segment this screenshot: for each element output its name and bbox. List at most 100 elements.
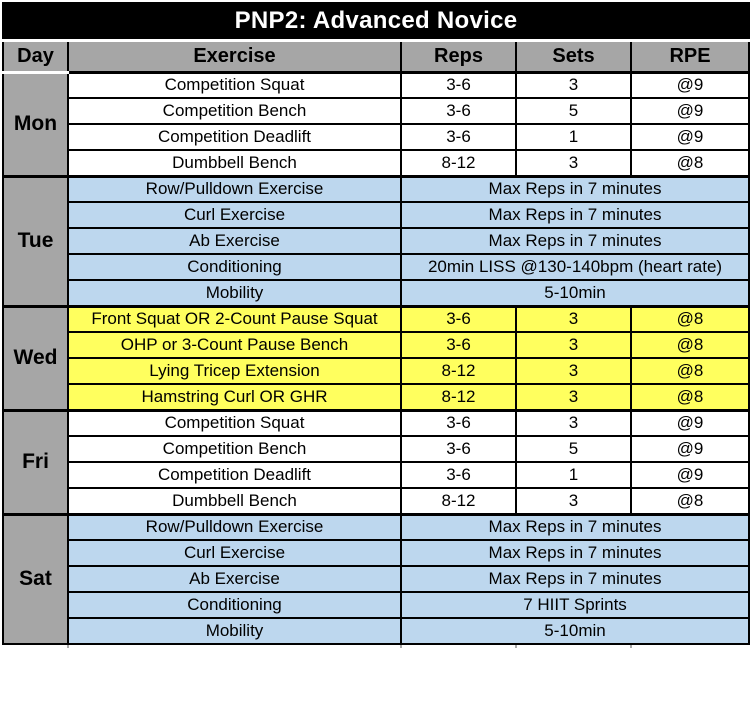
reps-cell: 3-6 xyxy=(400,70,517,99)
rpe-cell: @8 xyxy=(629,357,750,385)
sets-cell: 3 xyxy=(515,408,632,437)
sets-cell: 3 xyxy=(515,70,632,99)
reps-cell: 8-12 xyxy=(400,149,517,177)
exercise-cell: Lying Tricep Extension xyxy=(67,357,402,385)
sets-cell: 3 xyxy=(515,331,632,359)
table-row: Mobility 5-10min xyxy=(3,279,750,307)
reps-cell: 8-12 xyxy=(400,357,517,385)
table-row: Dumbbell Bench 8-12 3 @8 xyxy=(3,487,750,515)
merged-value-cell: Max Reps in 7 minutes xyxy=(399,539,750,567)
reps-cell: 3-6 xyxy=(400,304,517,333)
sets-cell: 1 xyxy=(515,461,632,489)
table-row: Competition Deadlift 3-6 1 @9 xyxy=(3,123,750,151)
table-row: Lying Tricep Extension 8-12 3 @8 xyxy=(3,357,750,385)
day-cell: Sat xyxy=(2,512,69,645)
table-row: Dumbbell Bench 8-12 3 @8 xyxy=(3,149,750,177)
rpe-cell: @9 xyxy=(629,408,750,437)
table-row: Tue Row/Pulldown Exercise Max Reps in 7 … xyxy=(2,174,750,307)
page-title: PNP2: Advanced Novice xyxy=(1,2,750,42)
exercise-cell: Mobility xyxy=(67,617,402,645)
gridline-ticks xyxy=(4,645,750,649)
table-row: Sat Row/Pulldown Exercise Max Reps in 7 … xyxy=(2,512,750,645)
gridline-tick xyxy=(515,645,517,648)
exercise-cell: Front Squat OR 2-Count Pause Squat xyxy=(67,304,402,333)
sets-cell: 5 xyxy=(515,435,632,463)
exercise-cell: Ab Exercise xyxy=(67,565,402,593)
exercise-cell: Conditioning xyxy=(67,253,402,281)
reps-cell: 3-6 xyxy=(400,435,517,463)
exercise-cell: Row/Pulldown Exercise xyxy=(67,512,402,541)
reps-cell: 3-6 xyxy=(400,123,517,151)
sets-cell: 3 xyxy=(515,149,632,177)
section-wed: Wed Front Squat OR 2-Count Pause Squat 3… xyxy=(2,304,750,411)
day-cell: Fri xyxy=(2,408,69,515)
table-row: Mobility 5-10min xyxy=(3,617,750,645)
section-mon: Mon Competition Squat 3-6 3 @9 Competiti… xyxy=(2,70,750,177)
rpe-cell: @9 xyxy=(629,435,750,463)
reps-cell: 3-6 xyxy=(400,97,517,125)
program-table: PNP2: Advanced Novice Day Exercise Reps … xyxy=(1,2,750,645)
sets-cell: 3 xyxy=(515,383,632,411)
reps-cell: 3-6 xyxy=(400,461,517,489)
col-header-exercise: Exercise xyxy=(67,39,402,73)
column-header-row: Day Exercise Reps Sets RPE xyxy=(2,39,750,74)
merged-value-cell: Max Reps in 7 minutes xyxy=(399,227,750,255)
sets-cell: 5 xyxy=(515,97,632,125)
reps-cell: 3-6 xyxy=(400,331,517,359)
rpe-cell: @8 xyxy=(629,304,750,333)
col-header-rpe: RPE xyxy=(629,39,750,73)
rpe-cell: @9 xyxy=(629,461,750,489)
table-row: Ab Exercise Max Reps in 7 minutes xyxy=(3,227,750,255)
sets-cell: 3 xyxy=(515,304,632,333)
exercise-cell: Ab Exercise xyxy=(67,227,402,255)
gridline-tick xyxy=(630,645,632,648)
table-row: Competition Bench 3-6 5 @9 xyxy=(3,97,750,125)
sets-cell: 3 xyxy=(515,487,632,515)
col-header-day: Day xyxy=(2,39,69,74)
exercise-cell: Competition Squat xyxy=(67,408,402,437)
gridline-tick xyxy=(67,645,69,648)
exercise-cell: Hamstring Curl OR GHR xyxy=(67,383,402,411)
spreadsheet: PNP2: Advanced Novice Day Exercise Reps … xyxy=(1,2,750,649)
merged-value-cell: Max Reps in 7 minutes xyxy=(399,565,750,593)
sets-cell: 3 xyxy=(515,357,632,385)
table-row: Fri Competition Squat 3-6 3 @9 xyxy=(2,408,750,515)
day-cell: Mon xyxy=(2,70,69,177)
exercise-cell: Dumbbell Bench xyxy=(67,149,402,177)
exercise-cell: OHP or 3-Count Pause Bench xyxy=(67,331,402,359)
rpe-cell: @8 xyxy=(629,383,750,411)
reps-cell: 8-12 xyxy=(400,487,517,515)
exercise-cell: Competition Deadlift xyxy=(67,461,402,489)
day-cell: Wed xyxy=(2,304,69,411)
merged-value-cell: Max Reps in 7 minutes xyxy=(399,174,750,203)
sets-cell: 1 xyxy=(515,123,632,151)
merged-value-cell: Max Reps in 7 minutes xyxy=(399,201,750,229)
merged-value-cell: Max Reps in 7 minutes xyxy=(399,512,750,541)
exercise-cell: Competition Deadlift xyxy=(67,123,402,151)
table-row: Curl Exercise Max Reps in 7 minutes xyxy=(3,539,750,567)
day-cell: Tue xyxy=(2,174,69,307)
table-head: PNP2: Advanced Novice Day Exercise Reps … xyxy=(1,2,750,74)
rpe-cell: @8 xyxy=(629,331,750,359)
exercise-cell: Dumbbell Bench xyxy=(67,487,402,515)
merged-value-cell: 20min LISS @130-140bpm (heart rate) xyxy=(399,253,750,281)
exercise-cell: Curl Exercise xyxy=(67,201,402,229)
exercise-cell: Competition Squat xyxy=(67,70,402,99)
rpe-cell: @8 xyxy=(629,487,750,515)
rpe-cell: @9 xyxy=(629,97,750,125)
col-header-reps: Reps xyxy=(400,39,517,73)
title-row: PNP2: Advanced Novice xyxy=(1,2,750,42)
exercise-cell: Competition Bench xyxy=(67,97,402,125)
merged-value-cell: 5-10min xyxy=(399,279,750,307)
rpe-cell: @9 xyxy=(629,123,750,151)
table-row: Hamstring Curl OR GHR 8-12 3 @8 xyxy=(3,383,750,411)
table-row: Conditioning 20min LISS @130-140bpm (hea… xyxy=(3,253,750,281)
merged-value-cell: 7 HIIT Sprints xyxy=(399,591,750,619)
section-fri: Fri Competition Squat 3-6 3 @9 Competiti… xyxy=(2,408,750,515)
exercise-cell: Competition Bench xyxy=(67,435,402,463)
reps-cell: 3-6 xyxy=(400,408,517,437)
table-row: Curl Exercise Max Reps in 7 minutes xyxy=(3,201,750,229)
rpe-cell: @9 xyxy=(629,70,750,99)
merged-value-cell: 5-10min xyxy=(399,617,750,645)
section-sat: Sat Row/Pulldown Exercise Max Reps in 7 … xyxy=(2,512,750,645)
